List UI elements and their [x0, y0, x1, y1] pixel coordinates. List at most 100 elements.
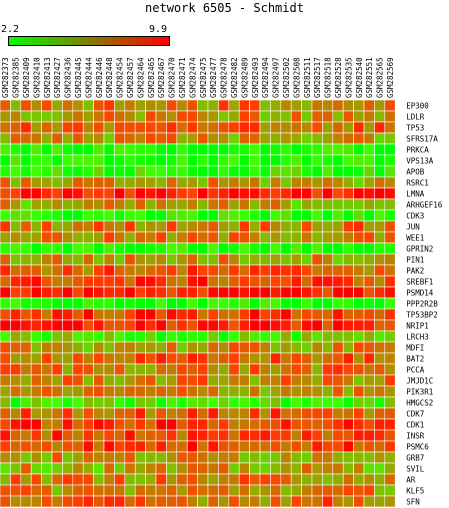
column-label: GSM282511 [303, 57, 312, 98]
heatmap-cell [259, 154, 271, 167]
heatmap-cell [238, 462, 250, 475]
heatmap-cell [51, 264, 63, 277]
heatmap-cell [51, 143, 63, 156]
heatmap-cell [10, 154, 22, 167]
heatmap-cell [186, 220, 198, 233]
heatmap-cell [207, 319, 219, 332]
heatmap-cell [93, 132, 105, 145]
heatmap-cell [280, 385, 292, 398]
heatmap-cell [207, 407, 219, 420]
column-label: GSM282446 [95, 57, 104, 98]
heatmap-cell [0, 154, 11, 167]
column-label: GSM282444 [84, 57, 93, 98]
heatmap-cell [249, 209, 261, 222]
column-label: GSM282454 [116, 57, 125, 98]
heatmap-cell [249, 330, 261, 343]
heatmap-cell [332, 297, 344, 310]
heatmap-cell [353, 319, 365, 332]
heatmap-cell [218, 187, 230, 200]
heatmap-cell [374, 121, 386, 134]
heatmap-cell [0, 319, 11, 332]
heatmap-cell [186, 253, 198, 266]
heatmap-cell [332, 484, 344, 497]
heatmap-cell [186, 99, 198, 112]
heatmap-cell [207, 220, 219, 233]
heatmap-cell [186, 110, 198, 123]
heatmap-cell [62, 209, 74, 222]
heatmap-cell [301, 330, 313, 343]
heatmap-cell [332, 198, 344, 211]
heatmap-cell [176, 385, 188, 398]
heatmap-cell [353, 330, 365, 343]
heatmap-cell [41, 165, 53, 178]
heatmap-cell [290, 495, 302, 508]
heatmap-cell [93, 451, 105, 464]
heatmap-cell [10, 121, 22, 134]
heatmap-cell [124, 308, 136, 321]
heatmap-cell [238, 143, 250, 156]
heatmap-cell [353, 396, 365, 409]
heatmap-cell [218, 495, 230, 508]
heatmap-cell [103, 407, 115, 420]
heatmap-cell [207, 374, 219, 387]
row-label: PAK2 [406, 267, 424, 276]
heatmap-cell [166, 275, 178, 288]
heatmap-cell [301, 264, 313, 277]
heatmap-cell [62, 220, 74, 233]
heatmap-cell [30, 341, 42, 354]
heatmap-cell [322, 429, 334, 442]
heatmap-cell [176, 110, 188, 123]
heatmap-cell [82, 451, 94, 464]
heatmap-cell [311, 209, 323, 222]
heatmap-cell [280, 473, 292, 486]
heatmap-cell [218, 407, 230, 420]
heatmap-cell [238, 154, 250, 167]
heatmap-cell [197, 110, 209, 123]
heatmap-cell [290, 176, 302, 189]
heatmap-cell [155, 429, 167, 442]
heatmap-cell [238, 253, 250, 266]
heatmap-cell [218, 231, 230, 244]
heatmap-cell [290, 220, 302, 233]
heatmap-cell [145, 132, 157, 145]
heatmap-cell [322, 110, 334, 123]
heatmap-cell [218, 308, 230, 321]
heatmap-cell [0, 429, 11, 442]
heatmap-cell [134, 495, 146, 508]
heatmap-cell [311, 242, 323, 255]
heatmap-cell [51, 187, 63, 200]
heatmap-cell [259, 473, 271, 486]
heatmap-cell [176, 286, 188, 299]
heatmap-cell [322, 231, 334, 244]
heatmap-cell [51, 286, 63, 299]
heatmap-cell [186, 297, 198, 310]
heatmap-cell [363, 407, 375, 420]
heatmap-cell [238, 209, 250, 222]
heatmap-cell [166, 99, 178, 112]
heatmap-cell [41, 473, 53, 486]
heatmap-cell [363, 187, 375, 200]
heatmap-cell [228, 132, 240, 145]
heatmap-cell [197, 209, 209, 222]
heatmap-cell [322, 308, 334, 321]
heatmap-cell [270, 286, 282, 299]
heatmap-cell [363, 429, 375, 442]
heatmap-cell [62, 440, 74, 453]
heatmap-cell [114, 253, 126, 266]
color-scale-legend [8, 36, 170, 46]
heatmap-cell [145, 209, 157, 222]
heatmap-cell [30, 253, 42, 266]
heatmap-cell [301, 121, 313, 134]
heatmap-cell [186, 143, 198, 156]
heatmap-cell [30, 110, 42, 123]
row-label: CDK1 [406, 421, 424, 430]
heatmap-cell [353, 451, 365, 464]
heatmap-cell [20, 198, 32, 211]
heatmap-cell [363, 132, 375, 145]
heatmap-cell [228, 99, 240, 112]
heatmap-cell [249, 396, 261, 409]
heatmap-cell [114, 187, 126, 200]
heatmap-cell [155, 132, 167, 145]
heatmap-cell [374, 209, 386, 222]
heatmap-cell [30, 99, 42, 112]
